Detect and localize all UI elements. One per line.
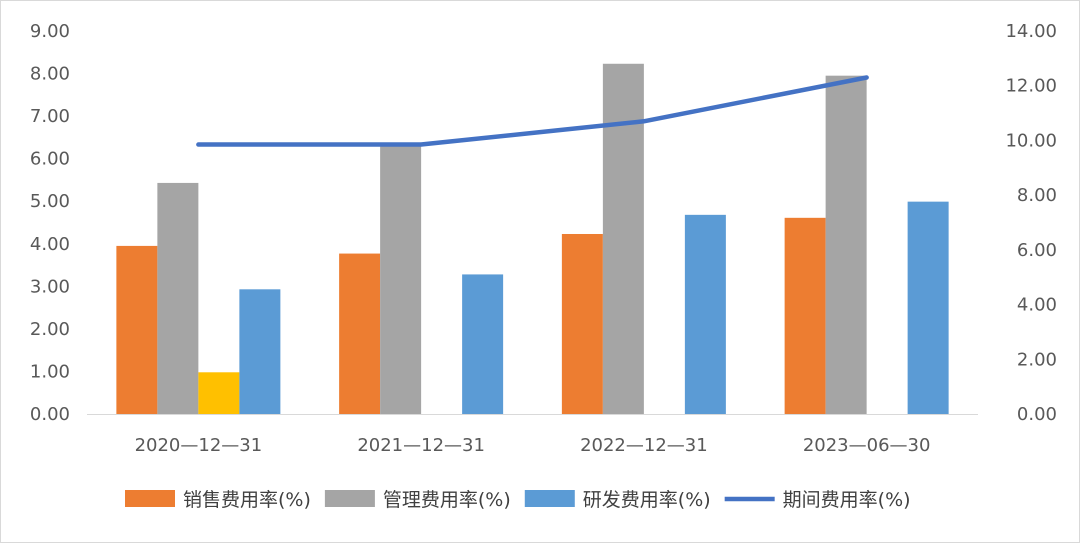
x-tick-label: 2020—12—31 xyxy=(135,435,263,456)
bar xyxy=(602,63,644,415)
bars xyxy=(116,63,949,415)
x-tick-label: 2022—12—31 xyxy=(580,435,708,456)
y-left-tick-label: 1.00 xyxy=(30,361,70,382)
legend-label: 期间费用率(%) xyxy=(783,489,911,511)
legend-swatch xyxy=(324,490,375,507)
legend-swatch xyxy=(524,490,575,507)
legend: 销售费用率(%) 管理费用率(%) 研发费用率(%) 期间费用率(%) xyxy=(125,489,911,511)
y-right-tick-label: 12.00 xyxy=(1005,76,1057,97)
bar xyxy=(561,233,603,414)
y-axis-right: 0.00 2.00 4.00 6.00 8.00 10.00 12.00 14.00 xyxy=(1005,21,1057,425)
bar xyxy=(116,245,158,414)
legend-label: 销售费用率(%) xyxy=(183,489,311,511)
y-left-tick-label: 3.00 xyxy=(30,276,70,297)
y-right-tick-label: 0.00 xyxy=(1017,404,1057,425)
y-axis-left: 0.00 1.00 2.00 3.00 4.00 5.00 6.00 7.00 8.00 9.00 xyxy=(30,21,70,425)
bar xyxy=(462,274,504,414)
bar xyxy=(907,201,949,414)
y-left-tick-label: 7.00 xyxy=(30,106,70,127)
y-right-tick-label: 2.00 xyxy=(1017,349,1057,370)
y-left-tick-label: 6.00 xyxy=(30,149,70,170)
bar xyxy=(825,75,867,414)
y-left-tick-label: 0.00 xyxy=(30,404,70,425)
bar xyxy=(339,253,381,414)
y-left-tick-label: 5.00 xyxy=(30,191,70,212)
bar xyxy=(198,372,240,414)
y-right-tick-label: 6.00 xyxy=(1017,240,1057,261)
series-line xyxy=(196,75,869,147)
lines xyxy=(196,75,869,147)
bar xyxy=(380,145,422,415)
x-axis: 2020—12—31 2021—12—31 2022—12—31 2023—06—30 xyxy=(87,414,978,456)
legend-label: 研发费用率(%) xyxy=(583,489,711,511)
legend-label: 管理费用率(%) xyxy=(383,489,511,511)
y-left-tick-label: 2.00 xyxy=(30,319,70,340)
y-left-tick-label: 4.00 xyxy=(30,234,70,255)
y-left-tick-label: 8.00 xyxy=(30,64,70,85)
y-left-tick-label: 9.00 xyxy=(30,21,70,42)
bar xyxy=(157,182,199,414)
bar xyxy=(239,289,281,414)
y-right-tick-label: 4.00 xyxy=(1017,295,1057,316)
legend-swatch xyxy=(125,490,175,507)
y-right-tick-label: 10.00 xyxy=(1005,130,1057,151)
bar xyxy=(684,214,726,414)
x-tick-label: 2023—06—30 xyxy=(803,435,931,456)
y-right-tick-label: 8.00 xyxy=(1017,185,1057,206)
x-tick-label: 2021—12—31 xyxy=(357,435,485,456)
bar xyxy=(784,217,826,414)
y-right-tick-label: 14.00 xyxy=(1005,21,1057,42)
